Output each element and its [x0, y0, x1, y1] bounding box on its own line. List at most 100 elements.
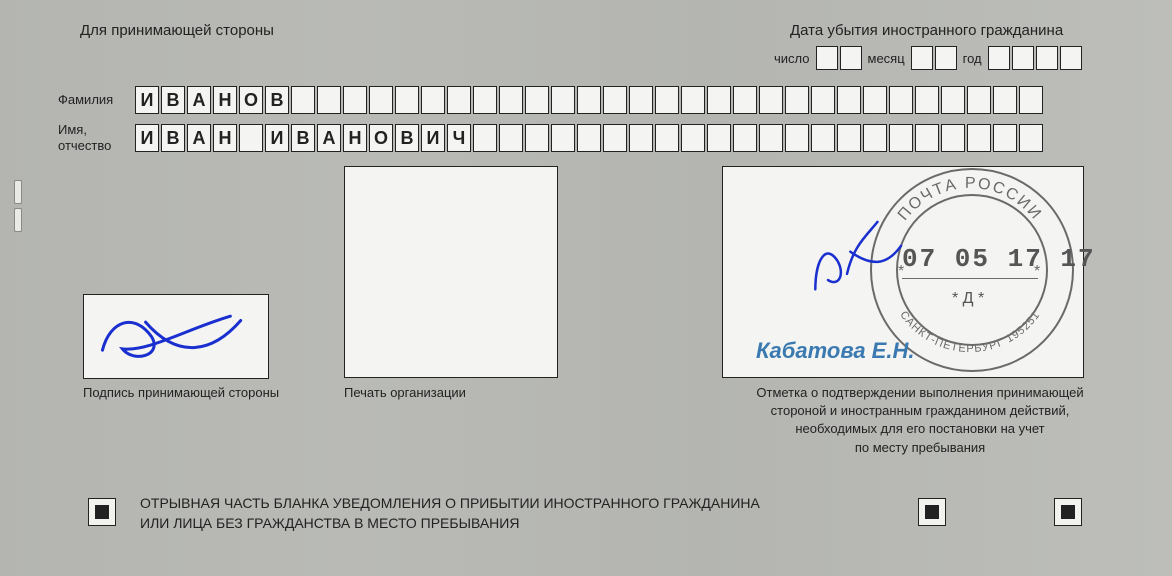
date-cells-row: число месяц год: [770, 46, 1084, 70]
char-cell: [239, 124, 263, 152]
char-cell: [551, 86, 575, 114]
char-cell: [681, 124, 705, 152]
char-cell: О: [239, 86, 263, 114]
staple-1: [14, 180, 22, 204]
char-cell: [577, 124, 601, 152]
char-cell: И: [135, 86, 159, 114]
departure-label: Дата убытия иностранного гражданина: [790, 22, 1063, 39]
surname-label: Фамилия: [58, 92, 113, 107]
char-cell: [499, 124, 523, 152]
conf-line4: по месту пребывания: [855, 440, 985, 455]
marker-mid: [918, 498, 946, 526]
host-signature: [89, 294, 264, 389]
char-cell: [629, 86, 653, 114]
char-cell: [603, 124, 627, 152]
char-cell: [759, 86, 783, 114]
char-cell: [941, 124, 965, 152]
day-label: число: [774, 51, 810, 66]
day-cells: [816, 46, 864, 70]
surname-row: ИВАНОВ: [135, 86, 1045, 114]
char-cell: [785, 124, 809, 152]
month-label: месяц: [868, 51, 905, 66]
char-cell: А: [317, 124, 341, 152]
char-cell: [733, 124, 757, 152]
org-stamp-box: [344, 166, 558, 378]
date-cell: [988, 46, 1010, 70]
char-cell: В: [265, 86, 289, 114]
char-cell: [785, 86, 809, 114]
char-cell: [707, 124, 731, 152]
signature-label: Подпись принимающей стороны: [83, 384, 279, 402]
name-label-1: Имя,: [58, 122, 87, 137]
char-cell: В: [291, 124, 315, 152]
char-cell: [525, 124, 549, 152]
date-cell: [1060, 46, 1082, 70]
clerk-name: Кабатова Е.Н.: [756, 338, 914, 364]
svg-text:ПОЧТА РОССИИ: ПОЧТА РОССИИ: [895, 175, 1045, 224]
char-cell: [837, 124, 861, 152]
char-cell: [837, 86, 861, 114]
char-cell: И: [421, 124, 445, 152]
char-cell: Н: [213, 124, 237, 152]
char-cell: А: [187, 124, 211, 152]
char-cell: [447, 86, 471, 114]
char-cell: [603, 86, 627, 114]
svg-text:САНКТ-ПЕТЕРБУРГ 195251: САНКТ-ПЕТЕРБУРГ 195251: [897, 309, 1042, 355]
char-cell: [1019, 124, 1043, 152]
char-cell: [967, 86, 991, 114]
char-cell: [317, 86, 341, 114]
date-cell: [816, 46, 838, 70]
char-cell: Н: [213, 86, 237, 114]
footer-text: ОТРЫВНАЯ ЧАСТЬ БЛАНКА УВЕДОМЛЕНИЯ О ПРИБ…: [140, 494, 760, 533]
confirmation-text: Отметка о подтверждении выполнения прини…: [740, 384, 1100, 457]
staple-2: [14, 208, 22, 232]
char-cell: [343, 86, 367, 114]
char-cell: [811, 86, 835, 114]
char-cell: [473, 86, 497, 114]
char-cell: [577, 86, 601, 114]
month-cells: [911, 46, 959, 70]
char-cell: [655, 124, 679, 152]
org-stamp-label: Печать организации: [344, 384, 466, 402]
year-cells: [988, 46, 1084, 70]
date-cell: [840, 46, 862, 70]
marker-left: [88, 498, 116, 526]
char-cell: [369, 86, 393, 114]
stamp-letter: * Д *: [952, 290, 984, 308]
char-cell: В: [161, 124, 185, 152]
char-cell: [551, 124, 575, 152]
char-cell: [733, 86, 757, 114]
char-cell: [421, 86, 445, 114]
char-cell: [863, 86, 887, 114]
char-cell: [759, 124, 783, 152]
footer-line2: ИЛИ ЛИЦА БЕЗ ГРАЖДАНСТВА В МЕСТО ПРЕБЫВА…: [140, 515, 519, 531]
char-cell: И: [265, 124, 289, 152]
char-cell: [863, 124, 887, 152]
char-cell: Ч: [447, 124, 471, 152]
marker-right: [1054, 498, 1082, 526]
char-cell: [1019, 86, 1043, 114]
date-cell: [911, 46, 933, 70]
year-label: год: [963, 51, 982, 66]
name-row: ИВАНИВАНОВИЧ: [135, 124, 1045, 152]
char-cell: [889, 86, 913, 114]
conf-line1: Отметка о подтверждении выполнения прини…: [756, 385, 1083, 400]
stamp-bottom-text: САНКТ-ПЕТЕРБУРГ 195251: [897, 309, 1042, 355]
header-left: Для принимающей стороны: [80, 22, 274, 39]
char-cell: [811, 124, 835, 152]
char-cell: [993, 86, 1017, 114]
char-cell: О: [369, 124, 393, 152]
char-cell: [941, 86, 965, 114]
char-cell: Н: [343, 124, 367, 152]
char-cell: [967, 124, 991, 152]
char-cell: [915, 124, 939, 152]
char-cell: [499, 86, 523, 114]
date-cell: [1036, 46, 1058, 70]
char-cell: [915, 86, 939, 114]
name-label-2: отчество: [58, 138, 111, 153]
char-cell: [525, 86, 549, 114]
date-cell: [935, 46, 957, 70]
char-cell: [889, 124, 913, 152]
char-cell: В: [161, 86, 185, 114]
char-cell: И: [135, 124, 159, 152]
